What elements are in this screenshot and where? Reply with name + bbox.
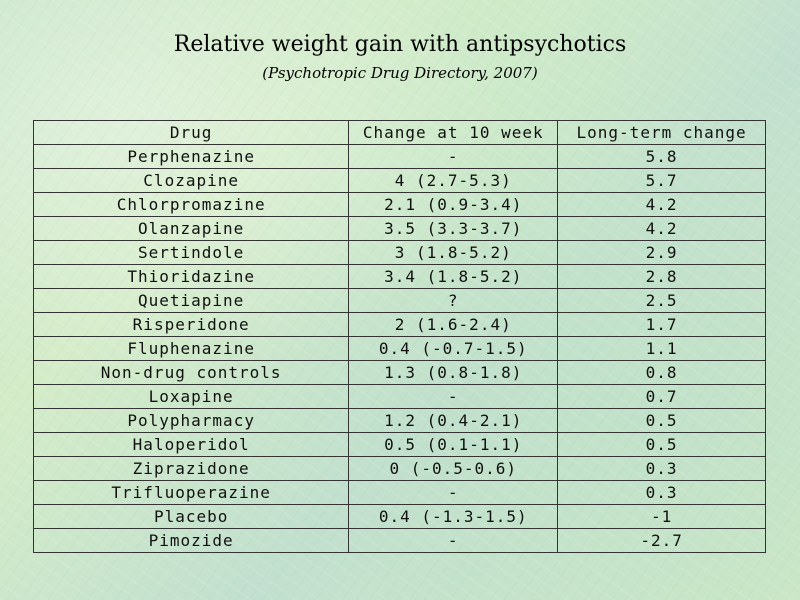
long-term-change-cell: 0.3 <box>557 456 766 481</box>
long-term-change-cell: 0.5 <box>557 432 766 457</box>
long-term-change-cell: 5.8 <box>557 144 766 169</box>
table-row: Non-drug controls 1.3 (0.8-1.8) 0.8 <box>32 360 766 385</box>
table-row: Placebo 0.4 (-1.3-1.5) -1 <box>32 504 766 529</box>
drug-cell: Fluphenazine <box>32 336 350 361</box>
drug-cell: Ziprazidone <box>32 456 350 481</box>
change-10-week-cell: 3 (1.8-5.2) <box>348 240 559 265</box>
drug-cell: Haloperidol <box>32 432 350 457</box>
change-10-week-cell: 3.5 (3.3-3.7) <box>348 216 559 241</box>
change-10-week-cell: - <box>348 144 559 169</box>
drug-cell: Polypharmacy <box>32 408 350 433</box>
long-term-change-cell: 0.7 <box>557 384 766 409</box>
long-term-change-cell: 2.9 <box>557 240 766 265</box>
change-10-week-cell: - <box>348 528 559 553</box>
change-10-week-cell: 1.2 (0.4-2.1) <box>348 408 559 433</box>
long-term-change-cell: 0.8 <box>557 360 766 385</box>
weight-gain-table: Drug Change at 10 week Long-term change … <box>32 120 766 553</box>
drug-cell: Pimozide <box>32 528 350 553</box>
change-10-week-cell: 0.4 (-1.3-1.5) <box>348 504 559 529</box>
table-row: Quetiapine ? 2.5 <box>32 288 766 313</box>
long-term-change-cell: 0.5 <box>557 408 766 433</box>
change-10-week-cell: 1.3 (0.8-1.8) <box>348 360 559 385</box>
long-term-change-cell: 1.7 <box>557 312 766 337</box>
drug-cell: Sertindole <box>32 240 350 265</box>
table-row: Ziprazidone 0 (-0.5-0.6) 0.3 <box>32 456 766 481</box>
table-row: Chlorpromazine 2.1 (0.9-3.4) 4.2 <box>32 192 766 217</box>
drug-cell: Thioridazine <box>32 264 350 289</box>
change-10-week-cell: - <box>348 480 559 505</box>
table-row: Trifluoperazine - 0.3 <box>32 480 766 505</box>
drug-cell: Chlorpromazine <box>32 192 350 217</box>
table-row: Sertindole 3 (1.8-5.2) 2.9 <box>32 240 766 265</box>
change-10-week-cell: - <box>348 384 559 409</box>
change-10-week-cell: 0.5 (0.1-1.1) <box>348 432 559 457</box>
long-term-change-cell: 0.3 <box>557 480 766 505</box>
change-10-week-cell: 0.4 (-0.7-1.5) <box>348 336 559 361</box>
drug-cell: Loxapine <box>32 384 350 409</box>
drug-cell: Risperidone <box>32 312 350 337</box>
drug-cell: Trifluoperazine <box>32 480 350 505</box>
long-term-change-cell: -2.7 <box>557 528 766 553</box>
change-10-week-cell: 2.1 (0.9-3.4) <box>348 192 559 217</box>
slide-subtitle: (Psychotropic Drug Directory, 2007) <box>262 64 538 82</box>
long-term-change-cell: 2.8 <box>557 264 766 289</box>
drug-cell: Perphenazine <box>32 144 350 169</box>
long-term-change-cell: 2.5 <box>557 288 766 313</box>
long-term-change-cell: 4.2 <box>557 216 766 241</box>
drug-cell: Placebo <box>32 504 350 529</box>
table-row: Risperidone 2 (1.6-2.4) 1.7 <box>32 312 766 337</box>
header-change-10-week: Change at 10 week <box>348 120 559 145</box>
long-term-change-cell: 5.7 <box>557 168 766 193</box>
drug-cell: Non-drug controls <box>32 360 350 385</box>
table-row: Pimozide - -2.7 <box>32 528 766 553</box>
table-row: Polypharmacy 1.2 (0.4-2.1) 0.5 <box>32 408 766 433</box>
change-10-week-cell: 4 (2.7-5.3) <box>348 168 559 193</box>
table-row: Olanzapine 3.5 (3.3-3.7) 4.2 <box>32 216 766 241</box>
slide-title: Relative weight gain with antipsychotics <box>173 32 627 57</box>
table-header-row: Drug Change at 10 week Long-term change <box>32 120 766 145</box>
header-drug: Drug <box>32 120 350 145</box>
table-row: Fluphenazine 0.4 (-0.7-1.5) 1.1 <box>32 336 766 361</box>
change-10-week-cell: ? <box>348 288 559 313</box>
table-row: Perphenazine - 5.8 <box>32 144 766 169</box>
drug-cell: Clozapine <box>32 168 350 193</box>
change-10-week-cell: 2 (1.6-2.4) <box>348 312 559 337</box>
table-row: Loxapine - 0.7 <box>32 384 766 409</box>
drug-cell: Quetiapine <box>32 288 350 313</box>
change-10-week-cell: 0 (-0.5-0.6) <box>348 456 559 481</box>
header-long-term-change: Long-term change <box>557 120 766 145</box>
table-row: Haloperidol 0.5 (0.1-1.1) 0.5 <box>32 432 766 457</box>
table-row: Clozapine 4 (2.7-5.3) 5.7 <box>32 168 766 193</box>
long-term-change-cell: -1 <box>557 504 766 529</box>
long-term-change-cell: 1.1 <box>557 336 766 361</box>
drug-cell: Olanzapine <box>32 216 350 241</box>
long-term-change-cell: 4.2 <box>557 192 766 217</box>
change-10-week-cell: 3.4 (1.8-5.2) <box>348 264 559 289</box>
table-row: Thioridazine 3.4 (1.8-5.2) 2.8 <box>32 264 766 289</box>
